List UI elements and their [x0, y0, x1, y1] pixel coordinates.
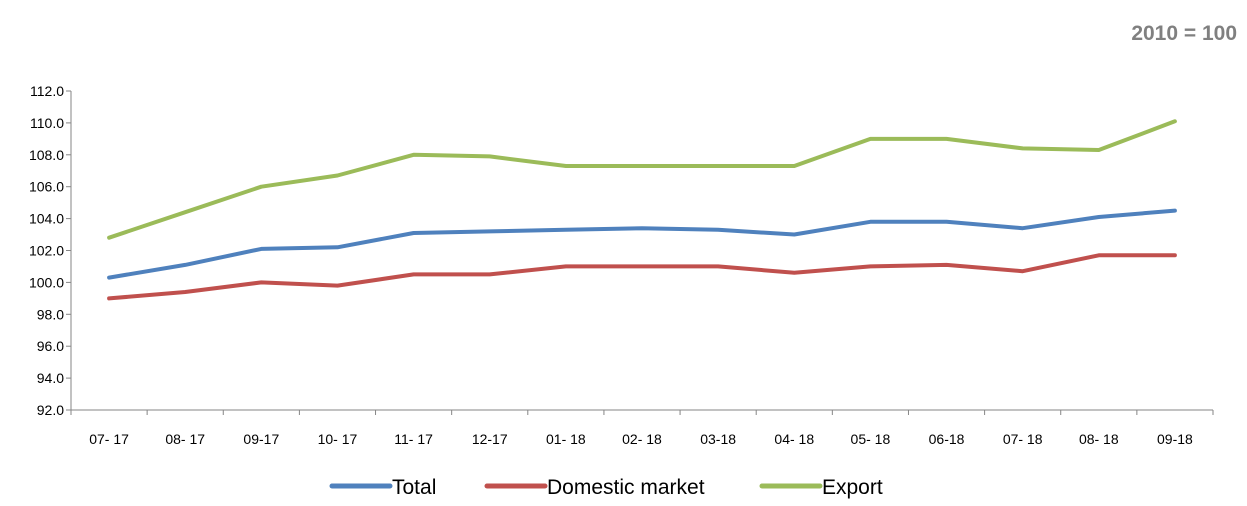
y-tick-label: 112.0: [30, 83, 64, 99]
x-tick-label: 07- 17: [89, 431, 129, 447]
legend-item-domestic-market: Domestic market: [484, 476, 705, 499]
x-axis-ticks: 07- 17 08- 17 09-17 10- 17 11- 17 12-17 01- 18…: [70, 410, 1214, 447]
x-tick-label: 12-17: [472, 431, 508, 447]
series-line-export: [107, 119, 1177, 240]
x-tick-label: 11- 17: [394, 431, 433, 447]
legend-label: Export: [822, 476, 883, 499]
series-lines: [107, 119, 1177, 301]
x-tick-label: 05- 18: [851, 431, 891, 447]
y-tick-label: 102.0: [29, 243, 64, 259]
y-tick-label: 108.0: [29, 147, 64, 163]
x-tick-label: 06-18: [929, 431, 965, 447]
legend-label: Domestic market: [547, 476, 705, 499]
series-line-domestic-market: [107, 253, 1177, 301]
y-tick-label: 100.0: [29, 274, 64, 290]
legend-item-total: Total: [329, 476, 436, 499]
y-tick-label: 92.0: [37, 402, 64, 418]
series-line-total: [107, 208, 1177, 280]
legend: Total Domestic market Export: [329, 476, 883, 499]
y-tick-label: 104.0: [29, 211, 64, 227]
x-tick-label: 08- 18: [1079, 431, 1119, 447]
y-tick-label: 98.0: [37, 306, 64, 322]
y-tick-label: 94.0: [37, 370, 64, 386]
x-tick-label: 08- 17: [165, 431, 205, 447]
y-tick-label: 96.0: [37, 338, 64, 354]
x-tick-label: 09-18: [1157, 431, 1193, 447]
y-axis-ticks: 92.0 94.0 96.0 98.0 100.0 102.0 104.0 106.0 108.…: [29, 83, 71, 418]
x-tick-label: 04- 18: [774, 431, 814, 447]
y-tick-label: 106.0: [29, 179, 64, 195]
axes: [70, 91, 1213, 411]
x-tick-label: 07- 18: [1003, 431, 1043, 447]
y-tick-label: 110.0: [30, 115, 64, 131]
x-tick-label: 01- 18: [546, 431, 586, 447]
x-tick-label: 02- 18: [622, 431, 662, 447]
x-tick-label: 09-17: [243, 431, 279, 447]
base-index-label: 2010 = 100: [1131, 22, 1237, 45]
x-tick-label: 03-18: [700, 431, 736, 447]
legend-item-export: Export: [759, 476, 883, 499]
x-tick-label: 10- 17: [318, 431, 358, 447]
legend-label: Total: [392, 476, 436, 499]
